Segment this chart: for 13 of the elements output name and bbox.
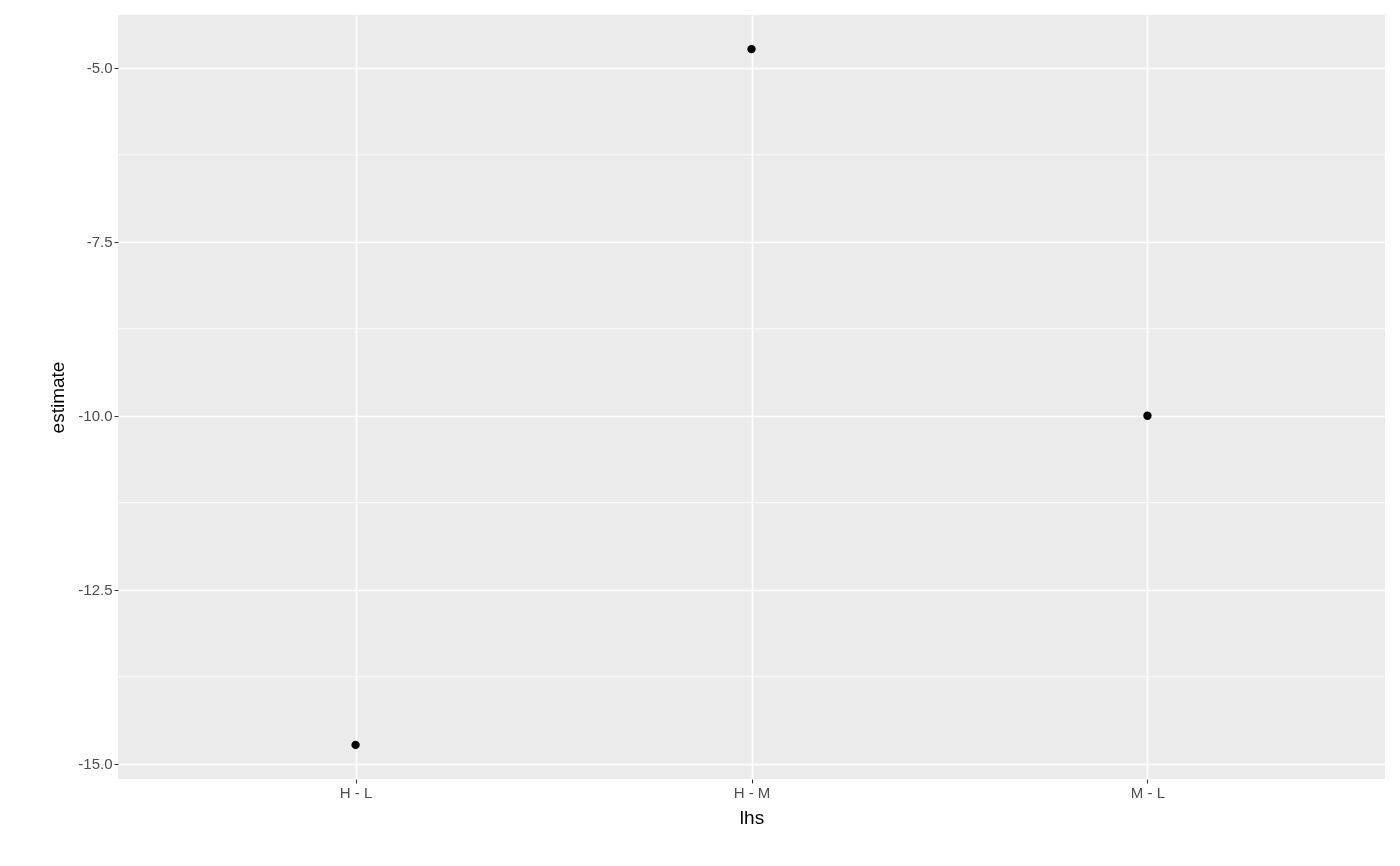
- y-tick-label: -10.0: [78, 407, 113, 425]
- x-tick-label: H - M: [733, 783, 771, 801]
- y-tick-label: -15.0: [78, 755, 113, 773]
- x-tick-label: M - L: [1130, 783, 1166, 801]
- x-tick-label: H - L: [339, 783, 373, 801]
- y-tick-label: -7.5: [86, 233, 113, 251]
- y-tick-label: -5.0: [86, 59, 113, 77]
- point: [1143, 411, 1152, 420]
- point: [747, 44, 756, 54]
- point: [351, 740, 360, 750]
- y-tick-label: -12.5: [78, 581, 113, 599]
- x-axis-title: lhs: [739, 806, 765, 828]
- y-axis-title: estimate: [47, 361, 69, 434]
